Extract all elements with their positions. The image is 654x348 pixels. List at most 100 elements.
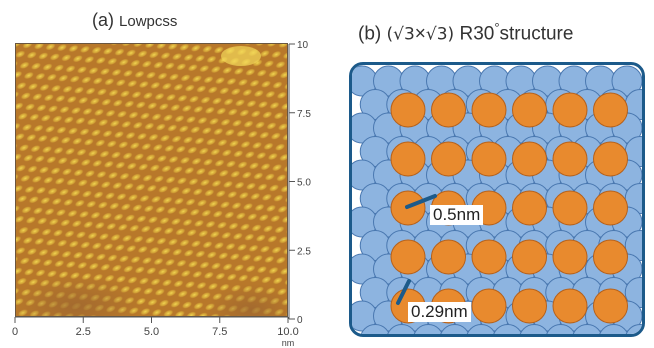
stm-bright-spot bbox=[102, 47, 114, 55]
panel-a-letter: (a) bbox=[92, 10, 114, 30]
stm-bright-spot bbox=[52, 115, 63, 123]
stm-bright-spot bbox=[242, 88, 253, 97]
stm-bright-spot bbox=[256, 265, 268, 274]
stm-bright-spot bbox=[73, 168, 84, 177]
stm-bright-spot bbox=[185, 198, 196, 206]
stm-bright-spot bbox=[20, 174, 31, 183]
stm-bright-spot bbox=[19, 257, 30, 265]
stm-bright-spot bbox=[30, 144, 41, 153]
times-sign: × bbox=[414, 23, 426, 45]
x-unit-label: nm bbox=[282, 338, 295, 348]
stm-bright-spot bbox=[174, 114, 185, 123]
adatom bbox=[512, 141, 547, 177]
stm-bright-spot bbox=[16, 246, 26, 255]
stm-bright-spot bbox=[282, 133, 287, 141]
stm-bright-spot bbox=[125, 49, 137, 57]
stm-bright-spot bbox=[17, 195, 28, 203]
stm-bright-spot bbox=[176, 259, 187, 268]
panel-a-title-text: Lowpcss bbox=[119, 13, 178, 30]
adatom bbox=[593, 288, 628, 324]
y-tick-label: 10 bbox=[297, 40, 309, 51]
stm-bright-spot bbox=[156, 44, 167, 50]
stm-bright-spot bbox=[188, 177, 199, 186]
stm-bright-spot bbox=[47, 105, 59, 113]
stm-bright-spot bbox=[117, 223, 128, 232]
stm-bright-spot bbox=[54, 259, 65, 268]
stm-bright-spot bbox=[115, 161, 126, 169]
stm-bright-spot bbox=[187, 63, 198, 72]
stm-bright-spot bbox=[189, 208, 200, 217]
stm-bright-spot bbox=[143, 204, 154, 213]
stm-bright-spot bbox=[81, 76, 92, 84]
stm-bright-spot bbox=[179, 156, 191, 165]
stm-bright-spot bbox=[245, 182, 257, 190]
stm-bright-spot bbox=[270, 132, 281, 140]
stm-bright-spot bbox=[35, 186, 47, 195]
stm-bright-spot bbox=[218, 252, 229, 260]
stm-bright-spot bbox=[41, 228, 52, 236]
stm-bright-spot bbox=[16, 184, 24, 193]
stm-bright-spot bbox=[210, 262, 222, 270]
substrate-atom bbox=[624, 183, 642, 214]
stm-bright-spot bbox=[119, 172, 130, 181]
stm-bright-spot bbox=[195, 167, 206, 176]
stm-bright-spot bbox=[133, 44, 144, 48]
stm-bright-spot bbox=[155, 123, 166, 131]
stm-bright-spot bbox=[42, 258, 53, 267]
stm-bright-spot bbox=[104, 192, 116, 200]
stm-bright-spot bbox=[167, 44, 178, 51]
stm-bright-spot bbox=[16, 132, 25, 141]
substrate-atom bbox=[624, 230, 642, 261]
adatom bbox=[471, 239, 507, 275]
stm-bright-spot bbox=[44, 125, 56, 133]
stm-bright-spot bbox=[16, 173, 19, 182]
stm-bright-spot bbox=[26, 51, 37, 59]
stm-image-texture bbox=[16, 44, 287, 316]
stm-bright-spot bbox=[173, 197, 185, 205]
stm-bright-spot bbox=[244, 150, 255, 159]
stm-bright-spot bbox=[25, 216, 36, 224]
stm-bright-spot bbox=[265, 204, 277, 213]
substrate-atom bbox=[624, 277, 642, 308]
stm-bright-spot bbox=[23, 154, 34, 162]
stm-bright-spot bbox=[61, 168, 73, 176]
stm-bright-spot bbox=[130, 255, 141, 264]
stm-bright-spot bbox=[114, 48, 125, 56]
stm-bright-spot bbox=[220, 118, 231, 127]
stm-bright-spot bbox=[233, 67, 244, 76]
stm-bright-spot bbox=[164, 144, 175, 153]
stm-bright-spot bbox=[74, 199, 85, 208]
stm-bright-spot bbox=[165, 93, 177, 102]
stm-bright-spot bbox=[265, 90, 276, 99]
stm-bright-spot bbox=[79, 45, 91, 54]
stm-bright-spot bbox=[151, 308, 162, 316]
stm-bright-spot bbox=[235, 212, 246, 220]
stm-bright-spot bbox=[86, 117, 97, 126]
stm-bright-spot bbox=[181, 104, 192, 113]
stm-bright-spot bbox=[43, 93, 54, 102]
stm-bright-spot bbox=[202, 158, 214, 166]
stm-bright-spot bbox=[139, 194, 150, 203]
stm-bright-spot bbox=[86, 200, 97, 208]
stm-bright-spot bbox=[142, 91, 154, 100]
stm-bright-spot bbox=[92, 159, 103, 168]
stm-bright-spot bbox=[19, 61, 30, 70]
stm-bright-spot bbox=[24, 103, 36, 111]
stm-bright-spot bbox=[183, 53, 194, 62]
stm-bright-spot bbox=[190, 240, 202, 248]
adatom bbox=[593, 190, 628, 226]
x-tick-label: 7.5 bbox=[212, 326, 227, 338]
stm-bright-spot bbox=[250, 110, 261, 118]
stm-bright-spot bbox=[50, 84, 62, 93]
stm-bright-spot bbox=[239, 223, 251, 231]
stm-bright-spot bbox=[136, 132, 148, 141]
stm-bright-spot bbox=[95, 56, 106, 65]
stm-bright-spot bbox=[150, 195, 162, 204]
stm-bright-spot bbox=[207, 86, 218, 94]
stm-bright-spot bbox=[230, 170, 241, 178]
adatom bbox=[552, 190, 588, 226]
stm-bright-spot bbox=[227, 108, 238, 116]
stm-bright-spot bbox=[175, 145, 186, 154]
stm-bright-spot bbox=[170, 217, 182, 226]
stm-bright-spot bbox=[130, 173, 142, 181]
